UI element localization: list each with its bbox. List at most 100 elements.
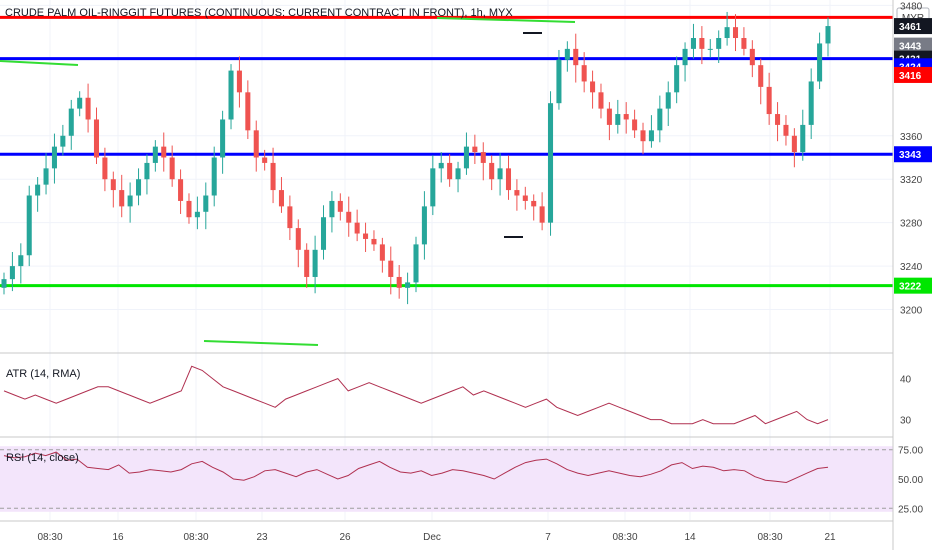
candle-body: [60, 135, 66, 147]
candle-body: [194, 211, 200, 218]
candle-body: [161, 146, 167, 158]
candle-body: [556, 59, 562, 104]
candle-body: [68, 108, 74, 136]
rsi-axis: 25.00 50.00 75.00: [898, 446, 923, 516]
candle-body: [497, 168, 503, 180]
price-badge: [894, 37, 932, 54]
price-badge-label: 3461: [899, 22, 922, 33]
candle-body: [320, 217, 327, 250]
time-tick-label: 26: [339, 532, 351, 543]
candle-body: [682, 48, 688, 66]
candle-body: [775, 114, 781, 125]
price-tick-label: 3240: [900, 262, 923, 273]
atr-label: ATR (14, RMA): [6, 368, 80, 380]
candle-body: [657, 108, 663, 131]
price-badge-label: 3416: [899, 71, 922, 82]
candle-body: [43, 168, 49, 185]
price-tick-label: 3360: [900, 132, 923, 143]
candle-body: [758, 65, 764, 87]
candle-body: [674, 65, 680, 93]
candle-body: [371, 238, 377, 245]
grid: [0, 0, 893, 520]
candle-body: [18, 255, 24, 267]
price-badge: [894, 66, 932, 83]
candle-body: [690, 38, 696, 49]
candle-body: [136, 179, 142, 196]
time-tick-label: 08:30: [183, 532, 208, 543]
atr-line: [3, 365, 829, 425]
candle-body: [421, 206, 427, 245]
candle-body: [203, 195, 209, 212]
candle-body: [110, 179, 116, 191]
price-tick-label: 3480: [900, 1, 923, 12]
time-tick-label: 23: [256, 532, 268, 543]
candle-body: [346, 211, 352, 223]
candle-body: [472, 146, 478, 153]
candle-body: [724, 27, 730, 39]
candle-body: [716, 38, 722, 49]
trend-line: [0, 60, 79, 66]
price-badge-label: 3343: [899, 150, 922, 161]
price-badge: [894, 146, 932, 163]
time-tick-label: 14: [684, 532, 696, 543]
candle-body: [741, 38, 747, 49]
time-tick-label: 7: [545, 532, 551, 543]
candle-body: [606, 108, 612, 125]
candle-body: [178, 179, 184, 201]
candle-body: [51, 146, 57, 169]
candle-body: [102, 157, 108, 180]
candle-body: [35, 184, 41, 196]
candle-body: [791, 135, 797, 153]
candle-body: [245, 92, 251, 131]
candle-body: [413, 244, 419, 283]
candle-body: [186, 200, 192, 218]
price-badge: [894, 277, 932, 294]
candle-body: [632, 119, 638, 131]
candle-body: [825, 26, 831, 44]
candle-body: [665, 92, 671, 109]
rsi-band: [0, 446, 893, 512]
atr-tick-label: 40: [900, 375, 912, 386]
rsi-tick-label: 25.00: [898, 504, 923, 515]
candle-body: [287, 206, 293, 229]
candle-body: [749, 48, 755, 66]
candle-body: [539, 206, 545, 223]
candle-body: [548, 103, 554, 223]
horizontal-levels: [0, 15, 893, 346]
candle-body: [169, 157, 175, 180]
candle-body: [581, 65, 587, 82]
trend-line: [203, 340, 319, 346]
time-tick-label: 08:30: [757, 532, 782, 543]
price-badge-label: 3222: [899, 282, 922, 293]
candle-body: [228, 70, 234, 120]
time-tick-label: 08:30: [37, 532, 62, 543]
price-badge: [894, 18, 932, 35]
candle-body: [648, 130, 654, 142]
candle-body: [808, 81, 814, 125]
candle-body: [270, 162, 276, 191]
candle-body: [438, 162, 444, 169]
candle-body: [405, 282, 411, 288]
candle-body: [430, 168, 436, 207]
candle-body: [800, 124, 806, 153]
candle-body: [337, 200, 343, 212]
candle-body: [623, 114, 629, 120]
candle-body: [152, 146, 158, 163]
candle-body: [354, 222, 360, 234]
candle-body: [144, 162, 150, 180]
rsi-label: RSI (14, close): [6, 452, 79, 464]
candle-body: [455, 168, 461, 180]
atr-axis: 30 40: [900, 375, 912, 427]
candle-body: [211, 157, 217, 196]
atr-tick-label: 30: [900, 416, 912, 427]
candle-body: [463, 146, 469, 169]
candles: [1, 11, 831, 305]
candle-body: [127, 195, 133, 207]
time-tick-label: Dec: [423, 532, 441, 543]
time-tick-label: 08:30: [612, 532, 637, 543]
candle-body: [531, 200, 537, 207]
candle-body: [278, 190, 284, 207]
candle-body: [304, 249, 310, 277]
candle-body: [590, 81, 596, 93]
